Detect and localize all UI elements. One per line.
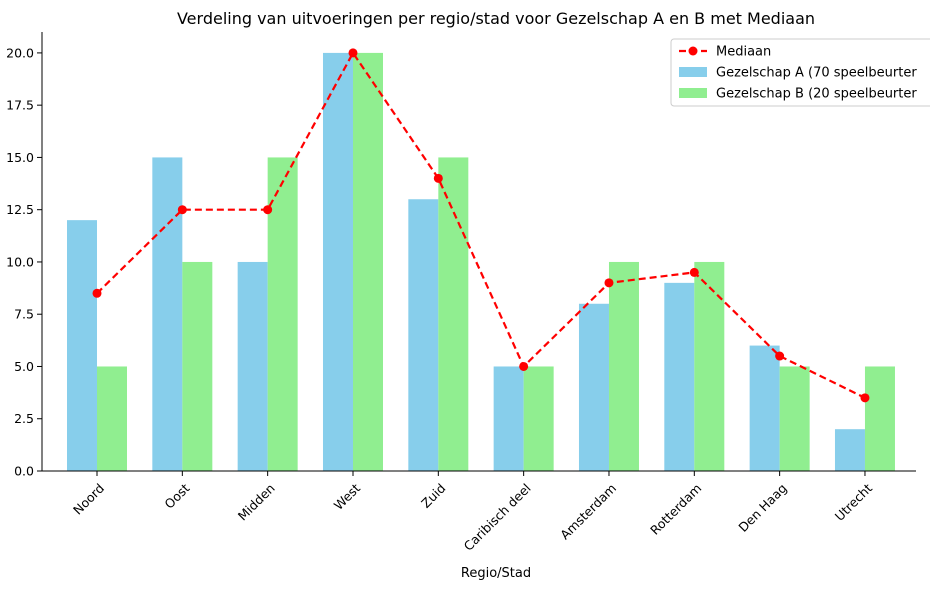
median-point-2 [263, 205, 273, 215]
y-tick-label: 5.0 [14, 359, 34, 374]
bar-b-4 [438, 157, 469, 471]
y-tick-label: 15.0 [6, 150, 34, 165]
x-tick-label: Rotterdam [647, 481, 704, 538]
median-line [96, 50, 866, 399]
bar-a-9 [834, 429, 865, 471]
bars-layer [67, 52, 895, 472]
bar-a-8 [749, 345, 780, 471]
median-line-layer [92, 48, 870, 403]
x-tick-label: Noord [70, 481, 107, 518]
legend-label: Mediaan [716, 45, 771, 60]
x-tick-label: Utrecht [832, 480, 875, 523]
legend-label: Gezelschap B (20 speelbeurter [716, 87, 917, 102]
bar-a-4 [408, 199, 439, 471]
x-tick-label: Caribisch deel [461, 481, 534, 554]
median-point-5 [519, 361, 529, 371]
median-point-4 [433, 173, 443, 183]
median-point-8 [775, 351, 785, 361]
bar-a-3 [322, 52, 353, 472]
median-point-7 [689, 267, 699, 277]
bar-b-9 [864, 366, 895, 471]
x-tick-label: Midden [235, 481, 278, 524]
legend: Mediaan Gezelschap A (70 speelbeurter Geze… [670, 38, 930, 107]
legend-swatch-a [679, 67, 707, 77]
bar-a-1 [152, 157, 183, 471]
y-tick-label: 17.5 [6, 98, 34, 113]
median-point-3 [348, 48, 358, 58]
bar-a-0 [67, 220, 97, 471]
bar-b-5 [523, 366, 554, 471]
y-tick-label: 20.0 [6, 45, 34, 60]
median-point-1 [177, 205, 187, 215]
median-point-0 [92, 288, 102, 298]
y-tick-label: 2.5 [14, 411, 34, 426]
bar-a-2 [237, 261, 268, 471]
bar-a-5 [493, 366, 524, 471]
y-tick-label: 12.5 [6, 202, 34, 217]
bar-a-6 [578, 303, 609, 471]
legend-label: Gezelschap A (70 speelbeurter [716, 66, 917, 81]
bar-a-7 [664, 282, 695, 471]
chart-title: Verdeling van uitvoeringen per regio/sta… [177, 9, 815, 28]
x-tick-label: Amsterdam [557, 481, 619, 543]
y-tick-label: 7.5 [14, 307, 34, 322]
bar-b-2 [267, 157, 298, 471]
x-tick-label: Zuid [418, 481, 448, 511]
bar-b-0 [97, 366, 127, 471]
legend-median-marker [688, 46, 698, 56]
bar-b-1 [182, 261, 213, 471]
y-tick-label: 0.0 [14, 464, 34, 479]
bar-b-7 [694, 261, 725, 471]
median-point-9 [860, 393, 870, 403]
bar-b-3 [352, 52, 383, 472]
x-tick-label: Den Haag [735, 481, 789, 535]
bar-b-6 [608, 261, 639, 471]
x-tick-label: Oost [161, 480, 192, 511]
x-tick-label: West [331, 480, 363, 512]
legend-swatch-b [679, 88, 707, 98]
y-tick-label: 10.0 [6, 254, 34, 269]
median-point-6 [604, 278, 614, 288]
bar-b-8 [779, 366, 810, 471]
x-axis-label: Regio/Stad [461, 566, 531, 581]
legend-box [670, 38, 930, 107]
